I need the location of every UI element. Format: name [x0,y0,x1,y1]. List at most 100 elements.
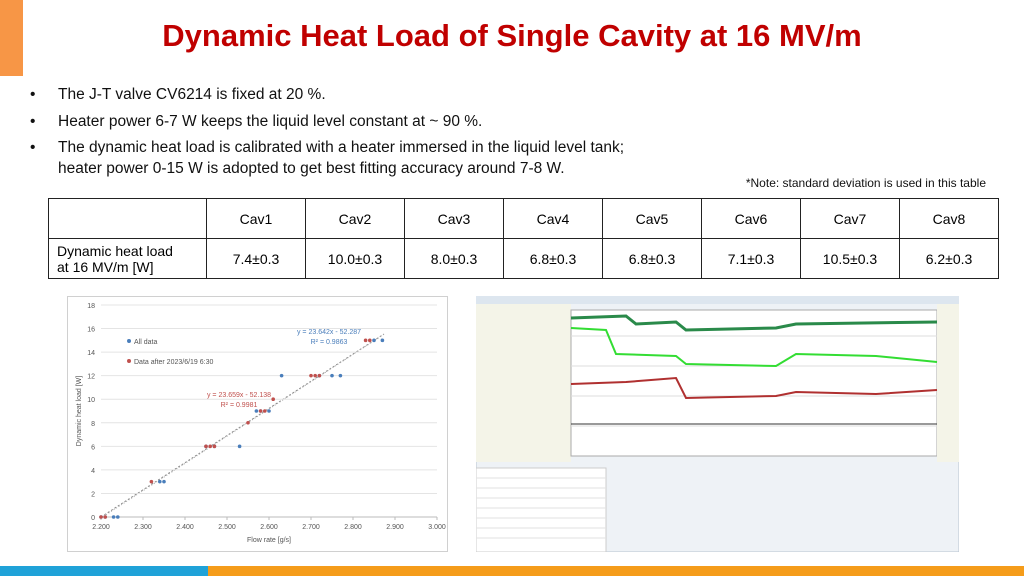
x-tick-label: 2.500 [218,524,236,531]
channel-table [476,467,607,552]
trendline [100,334,384,519]
y-tick-label: 0 [91,515,95,522]
heat-load-table: Cav1 Cav2 Cav3 Cav4 Cav5 Cav6 Cav7 Cav8 Dynamic … [48,198,999,279]
point [158,479,162,484]
bullet-text: Heater power 6-7 W keeps the liquid leve… [58,113,483,130]
cell: 7.1±0.3 [701,238,801,279]
legend-label: Data after 2023/6/19 6:30 [134,359,213,366]
point [338,373,343,378]
point [212,444,217,449]
trendline [100,333,385,518]
x-tick-label: 2.700 [302,524,320,531]
legend-marker [127,359,131,363]
x-tick-label: 3.000 [428,524,446,531]
monitor-screenshot [476,296,959,552]
point [317,373,322,378]
point [162,479,166,484]
chart-frame [67,296,448,552]
bullet-text: The J-T valve CV6214 is fixed at 20 %. [58,86,326,103]
x-axis-label: Flow rate [g/s] [247,537,291,544]
corner-cell [48,198,207,239]
x-tick-label: 2.300 [134,524,152,531]
y-tick-label: 16 [87,327,95,334]
point [263,409,267,413]
toolbar [476,296,959,304]
row-label: Dynamic heat load at 16 MV/m [W] [48,238,207,279]
note: *Note: standard deviation is used in thi… [745,176,986,190]
point [372,338,376,343]
point [208,444,212,449]
annotation: R² = 0.9863 [311,339,348,346]
footer-bar [0,566,208,576]
y-tick-label: 18 [87,303,95,310]
axis-panel [937,304,959,462]
row-label-line: Dynamic heat load [57,242,173,259]
trace [570,314,938,332]
x-tick-label: 2.200 [92,524,110,531]
annotation: y = 23.659x - 52.138 [207,392,271,399]
point [103,515,107,519]
annotation: y = 23.642x - 52.287 [297,329,361,336]
column-header: Cav8 [899,198,999,239]
point [267,409,271,413]
trace [570,327,938,368]
point [380,338,385,343]
x-tick-label: 2.400 [176,524,194,531]
point [330,373,334,378]
column-header: Cav4 [503,198,603,239]
column-header: Cav6 [701,198,801,239]
column-header: Cav5 [602,198,702,239]
slide-title: Dynamic Heat Load of Single Cavity at 16… [162,18,862,53]
point [237,444,242,449]
point [116,515,120,519]
bullet-text: The dynamic heat load is calibrated with… [58,139,625,156]
point [309,373,313,378]
legend-marker [127,339,131,343]
y-tick-label: 10 [87,397,95,404]
bullet-dot: • [30,113,36,130]
point [258,409,263,413]
bullet-text: heater power 0-15 W is adopted to get be… [58,160,565,177]
cell: 6.2±0.3 [899,238,999,279]
channel-rows [476,477,606,539]
corner-accent [0,0,23,76]
data-row: Dynamic heat load at 16 MV/m [W] 7.4±0.3 10… [48,238,999,279]
y-tick-label: 14 [87,350,95,357]
x-tick-label: 2.600 [260,524,278,531]
y-tick-label: 12 [87,374,95,381]
footer-bar [208,566,1024,576]
y-tick-label: 4 [91,468,95,475]
axis-panel [476,304,571,462]
cell: 6.8±0.3 [602,238,702,279]
x-tick-label: 2.900 [386,524,404,531]
column-header: Cav7 [800,198,900,239]
cell: 7.4±0.3 [206,238,306,279]
point [204,444,208,449]
point [246,420,250,425]
cell: 10.5±0.3 [800,238,900,279]
y-tick-label: 2 [91,491,95,498]
column-header: Cav2 [305,198,405,239]
y-tick-label: 8 [91,421,95,428]
point [254,409,259,413]
x-tick-label: 2.800 [344,524,362,531]
bullet-dot: • [30,86,36,103]
header-row: Cav1 Cav2 Cav3 Cav4 Cav5 Cav6 Cav7 Cav8 [48,198,999,239]
point [279,373,284,378]
annotation: R² = 0.9981 [221,402,258,409]
point [111,515,116,519]
cell: 8.0±0.3 [404,238,504,279]
point [313,373,317,378]
row-label-line: at 16 MV/m [W] [57,258,154,275]
point [149,479,154,484]
y-axis-label: Dynamic heat load [W] [76,376,83,446]
point [271,397,275,402]
cell: 6.8±0.3 [503,238,603,279]
cell: 10.0±0.3 [305,238,405,279]
bullet-dot: • [30,139,36,156]
trace [570,376,938,400]
point [99,515,103,519]
legend-label: All data [134,339,157,346]
column-header: Cav1 [206,198,306,239]
